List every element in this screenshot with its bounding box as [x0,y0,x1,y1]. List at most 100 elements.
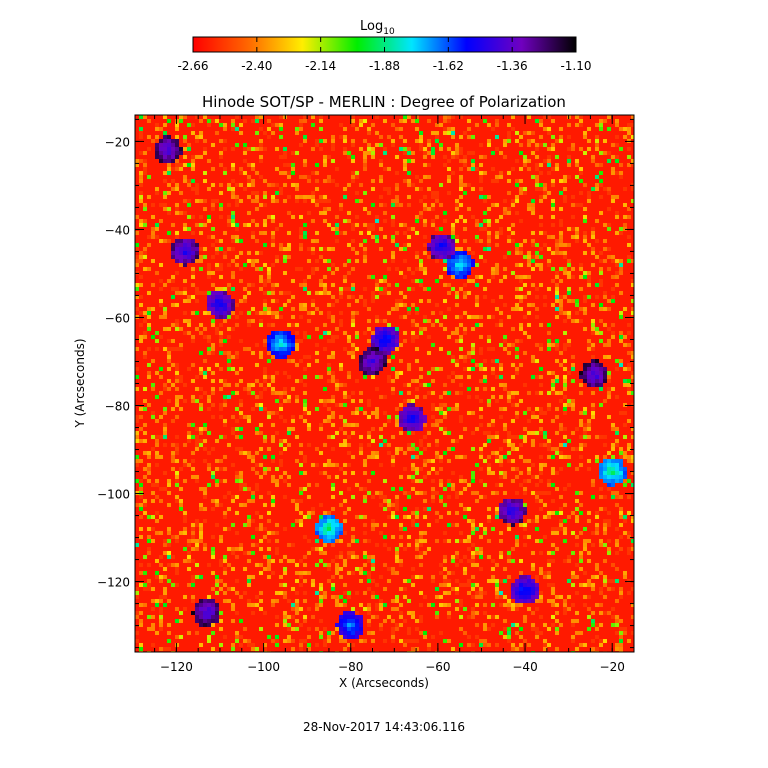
heatmap-cell [543,647,547,651]
heatmap-cell [479,223,483,227]
heatmap-cell [367,587,371,591]
heatmap-cell [399,411,403,415]
heatmap-cell [135,463,139,467]
heatmap-cell [479,551,483,555]
heatmap-cell [583,427,587,431]
heatmap-cell [603,527,607,531]
heatmap-cell [407,399,411,403]
heatmap-cell [407,543,411,547]
heatmap-cell [435,367,439,371]
heatmap-cell [543,571,547,575]
heatmap-cell [383,587,387,591]
heatmap-cell [187,319,191,323]
heatmap-cell [227,299,231,303]
heatmap-cell [559,135,563,139]
heatmap-cell [207,267,211,271]
heatmap-cell [359,295,363,299]
heatmap-cell [451,151,455,155]
heatmap-cell [303,115,307,119]
heatmap-cell [347,375,351,379]
heatmap-cell [239,171,243,175]
heatmap-cell [471,151,475,155]
heatmap-cell [307,319,311,323]
heatmap-cell [319,547,323,551]
heatmap-cell [519,243,523,247]
heatmap-cell [623,471,627,475]
heatmap-cell [379,175,383,179]
heatmap-cell [171,179,175,183]
heatmap-cell [211,571,215,575]
heatmap-cell [595,623,599,627]
heatmap-cell [375,335,379,339]
heatmap-cell [359,571,363,575]
heatmap-cell [623,411,627,415]
heatmap-cell [303,391,307,395]
heatmap-cell [603,507,607,511]
heatmap-cell [539,163,543,167]
colorbar-label: Log10 [360,19,395,37]
heatmap-cell [559,219,563,223]
heatmap-cell [587,147,591,151]
heatmap-cell [323,195,327,199]
heatmap-cell [375,295,379,299]
heatmap-cell [455,291,459,295]
heatmap-cell [275,547,279,551]
heatmap-cell [339,403,343,407]
heatmap-cell [163,159,167,163]
heatmap-cell [359,123,363,127]
heatmap-cell [567,227,571,231]
heatmap-cell [175,127,179,131]
heatmap-cell [271,123,275,127]
heatmap-cell [399,487,403,491]
heatmap-cell [379,599,383,603]
heatmap-cell [615,543,619,547]
heatmap-cell [615,395,619,399]
heatmap-cell [139,191,143,195]
heatmap-cell [219,247,223,251]
heatmap-cell [323,519,327,523]
heatmap-cell [319,427,323,431]
heatmap-cell [299,471,303,475]
heatmap-cell [563,559,567,563]
heatmap-cell [623,435,627,439]
heatmap-cell [531,579,535,583]
heatmap-cell [211,299,215,303]
heatmap-cell [603,295,607,299]
heatmap-cell [259,175,263,179]
heatmap-cell [603,343,607,347]
heatmap-cell [471,215,475,219]
heatmap-cell [271,639,275,643]
heatmap-cell [471,347,475,351]
heatmap-cell [343,635,347,639]
heatmap-cell [487,627,491,631]
heatmap-cell [271,231,275,235]
heatmap-cell [231,463,235,467]
heatmap-cell [451,263,455,267]
heatmap-cell [343,231,347,235]
heatmap-cell [291,163,295,167]
heatmap-cell [139,335,143,339]
heatmap-cell [555,531,559,535]
heatmap-cell [299,499,303,503]
heatmap-cell [167,327,171,331]
heatmap-cell [567,555,571,559]
heatmap-cell [139,439,143,443]
heatmap-cell [543,515,547,519]
heatmap-cell [191,531,195,535]
heatmap-cell [487,507,491,511]
heatmap-cell [371,495,375,499]
heatmap-cell [359,399,363,403]
heatmap-cell [351,123,355,127]
heatmap-cell [475,295,479,299]
heatmap-cell [143,167,147,171]
heatmap-cell [399,623,403,627]
heatmap-cell [515,263,519,267]
heatmap-cell [251,491,255,495]
heatmap-cell [379,319,383,323]
heatmap-cell [627,135,631,139]
heatmap-cell [207,215,211,219]
heatmap-cell [343,383,347,387]
heatmap-cell [251,259,255,263]
heatmap-cell [191,579,195,583]
heatmap-cell [531,211,535,215]
